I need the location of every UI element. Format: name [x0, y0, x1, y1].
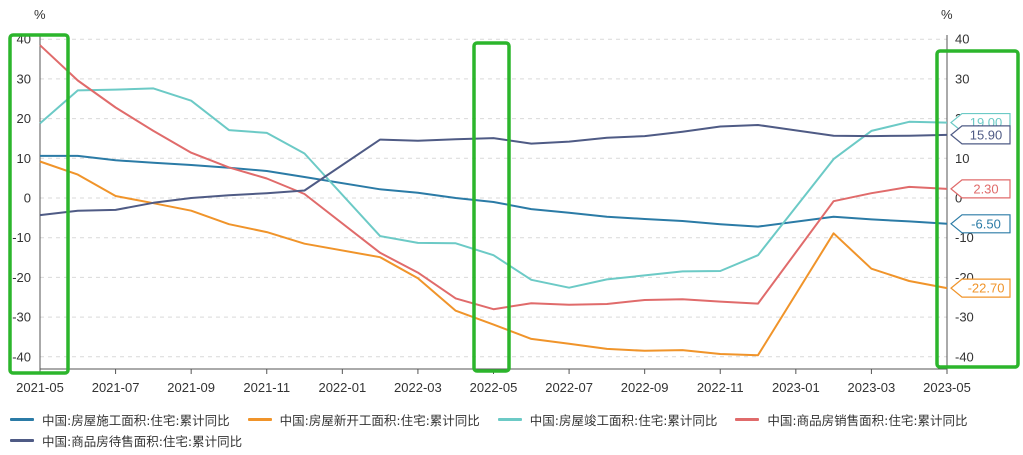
series-line	[39, 87, 948, 289]
legend-label: 中国:房屋施工面积:住宅:累计同比	[42, 413, 230, 428]
x-tick-label: 2023-03	[848, 380, 896, 395]
legend-swatch	[10, 418, 34, 421]
highlight-box-start	[8, 33, 70, 375]
legend-item[interactable]: 中国:房屋竣工面积:住宅:累计同比	[497, 409, 718, 430]
end-label-box	[950, 179, 1011, 199]
series-line	[39, 160, 948, 357]
highlight-box-middle	[472, 41, 511, 373]
x-tick-label: 2022-03	[394, 380, 442, 395]
highlight-box-end	[935, 49, 1020, 369]
legend-item[interactable]: 中国:商品房待售面积:住宅:累计同比	[10, 430, 242, 451]
legend-label: 中国:房屋新开工面积:住宅:累计同比	[279, 413, 480, 428]
x-tick-label: 2021-07	[92, 380, 140, 395]
grid-lines	[40, 38, 947, 358]
end-value-label: -6.50	[950, 214, 1011, 234]
end-label-text: 2.30	[973, 181, 998, 196]
y-tick-label-left: 20	[17, 111, 31, 126]
end-label-box	[950, 278, 1011, 298]
y-tick-label-left: -10	[12, 230, 31, 245]
y-tick-label-right: -30	[955, 310, 974, 325]
y-tick-label-right: -10	[955, 230, 974, 245]
end-value-label: 15.90	[950, 125, 1011, 145]
y-tick-label-right: -40	[955, 349, 974, 364]
x-tick-label: 2021-11	[243, 380, 290, 395]
legend-swatch	[735, 418, 760, 421]
series-line	[39, 44, 948, 311]
legend-item[interactable]: 中国:房屋新开工面积:住宅:累计同比	[247, 409, 480, 430]
end-value-label: -22.70	[950, 278, 1011, 298]
end-value-label: 2.30	[950, 179, 1011, 199]
x-tick-label: 2021-05	[16, 380, 64, 395]
chart-canvas: % % -40-40-30-30-20-20-10-10001010202030…	[8, 7, 1020, 395]
legend-swatch	[497, 418, 522, 421]
y-tick-label-right: 40	[955, 32, 969, 47]
x-tick-label: 2022-11	[697, 380, 744, 395]
y-tick-label-left: -30	[12, 310, 31, 325]
end-label-box	[950, 214, 1011, 234]
legend: 中国:房屋施工面积:住宅:累计同比 中国:房屋新开工面积:住宅:累计同比 中国:房屋…	[10, 409, 1020, 451]
right-axis-unit: %	[941, 7, 953, 22]
series-lines	[39, 44, 948, 357]
y-tick-label-right: 0	[955, 191, 962, 206]
x-tick-label: 2022-01	[318, 380, 366, 395]
y-tick-label-left: 10	[17, 151, 31, 166]
end-label-text: -6.50	[971, 216, 1001, 231]
x-tick-label: 2023-01	[772, 380, 820, 395]
axes: % % -40-40-30-30-20-20-10-10001010202030…	[12, 7, 974, 395]
y-tick-label-left: -40	[12, 349, 31, 364]
y-tick-label-left: 30	[17, 71, 31, 86]
end-label-text: -22.70	[968, 281, 1005, 296]
x-tick-label: 2021-09	[167, 380, 215, 395]
legend-swatch	[10, 439, 34, 442]
legend-item[interactable]: 中国:商品房销售面积:住宅:累计同比	[735, 409, 968, 430]
series-line	[40, 154, 948, 228]
y-tick-label-right: 10	[955, 151, 969, 166]
legend-item[interactable]: 中国:房屋施工面积:住宅:累计同比	[10, 409, 230, 430]
series-line	[39, 124, 948, 217]
x-tick-label: 2022-09	[621, 380, 669, 395]
end-label-text: 15.90	[970, 127, 1003, 142]
x-tick-label: 2022-05	[470, 380, 518, 395]
legend-swatch	[247, 418, 272, 421]
end-label-box	[950, 125, 1011, 145]
y-tick-label-right: 30	[955, 71, 969, 86]
left-axis-unit: %	[34, 7, 46, 22]
legend-label: 中国:房屋竣工面积:住宅:累计同比	[529, 413, 718, 428]
x-tick-label: 2022-07	[545, 380, 593, 395]
legend-label: 中国:商品房销售面积:住宅:累计同比	[767, 413, 968, 428]
y-tick-label-left: 0	[24, 191, 31, 206]
highlight-boxes	[8, 33, 1020, 375]
x-tick-label: 2023-05	[923, 380, 971, 395]
legend-label: 中国:商品房待售面积:住宅:累计同比	[42, 434, 243, 449]
y-tick-label-left: -20	[12, 270, 31, 285]
